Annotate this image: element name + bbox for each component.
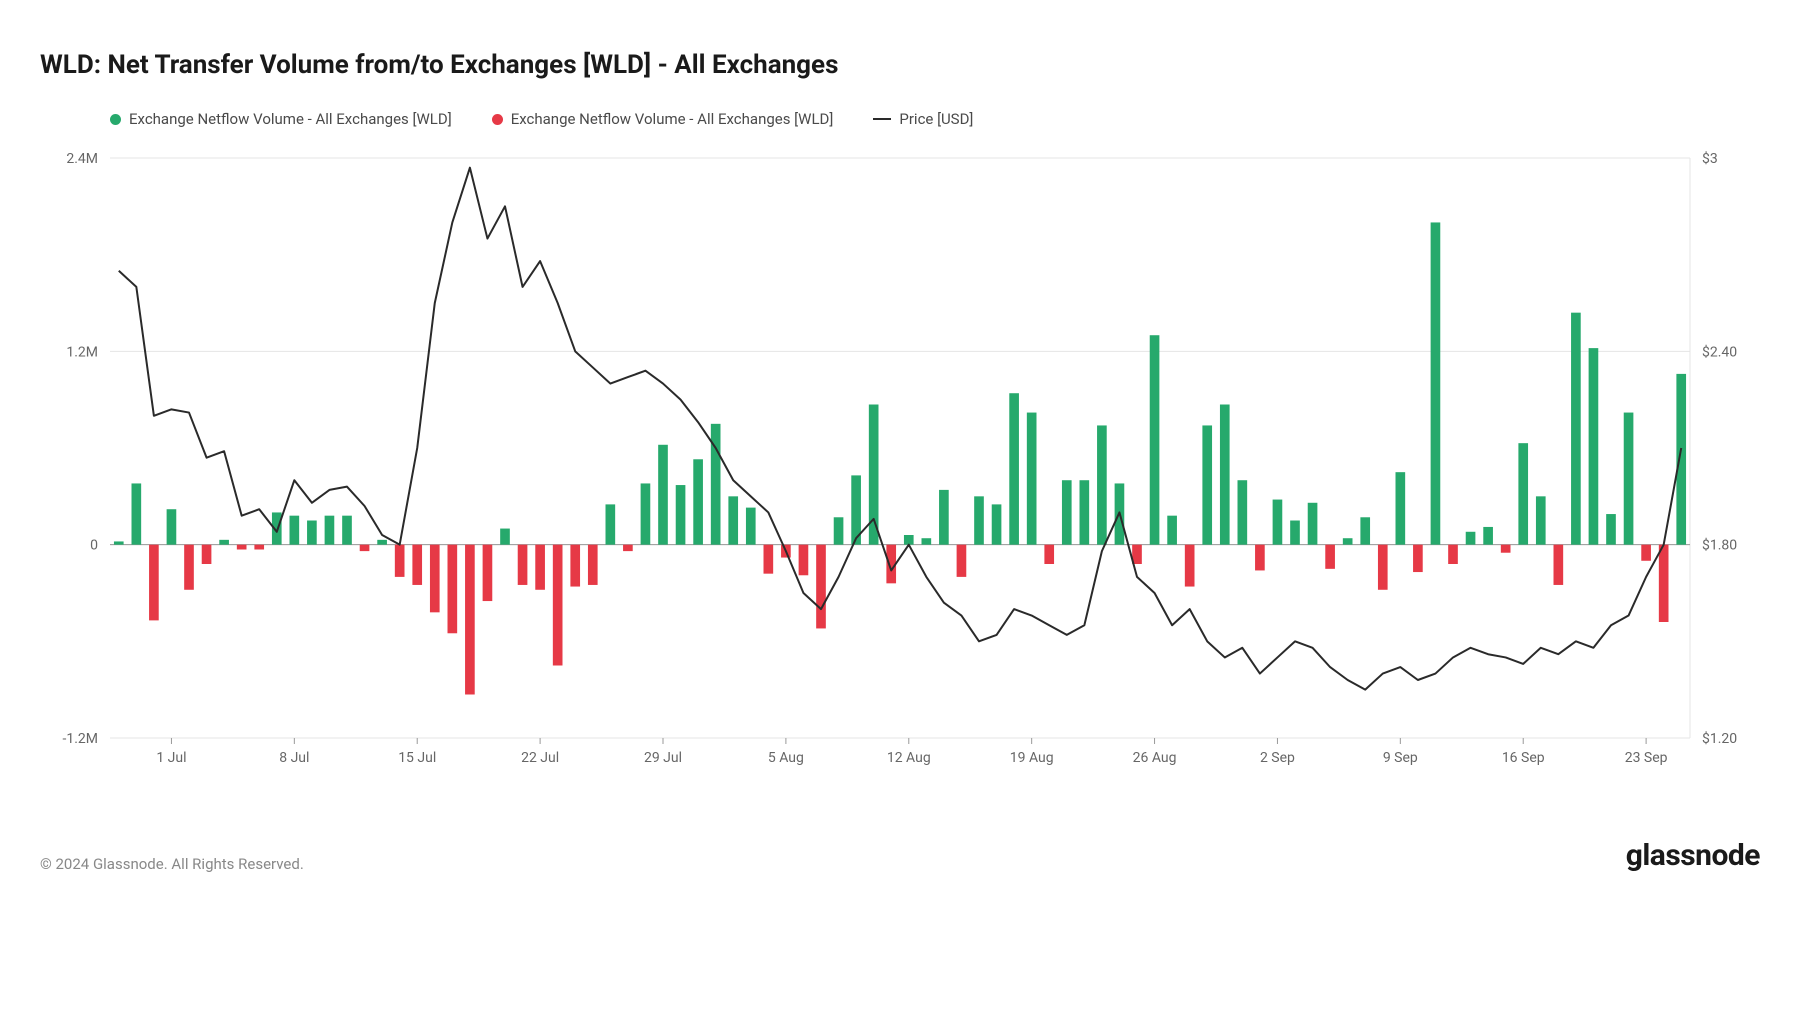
legend-label-1: Exchange Netflow Volume - All Exchanges … (129, 110, 452, 128)
svg-text:$1.80: $1.80 (1702, 537, 1737, 554)
svg-text:2.4M: 2.4M (66, 151, 98, 167)
legend-marker-red-icon (492, 114, 503, 125)
chart-plot-area: -1.2M 0 1.2M 2.4M $1.20 $1.80 $2.40 $3 1 Jul 8 Ju… (40, 148, 1760, 788)
legend-marker-green-icon (110, 114, 121, 125)
legend-label-3: Price [USD] (899, 110, 973, 128)
svg-text:29 Jul: 29 Jul (644, 750, 682, 766)
legend-label-2: Exchange Netflow Volume - All Exchanges … (511, 110, 834, 128)
svg-text:$1.20: $1.20 (1702, 730, 1737, 747)
svg-text:$3: $3 (1702, 150, 1718, 167)
svg-text:1.2M: 1.2M (66, 344, 98, 360)
legend-marker-line-icon (873, 118, 891, 120)
svg-text:12 Aug: 12 Aug (887, 750, 931, 766)
footer: © 2024 Glassnode. All Rights Reserved. g… (40, 838, 1760, 873)
chart-title: WLD: Net Transfer Volume from/to Exchang… (40, 50, 1760, 80)
svg-text:16 Sep: 16 Sep (1502, 750, 1545, 766)
brand-logo: glassnode (1626, 838, 1760, 873)
legend-item-negative: Exchange Netflow Volume - All Exchanges … (492, 110, 834, 128)
svg-text:$2.40: $2.40 (1702, 343, 1737, 360)
svg-text:1 Jul: 1 Jul (156, 750, 186, 766)
svg-text:0: 0 (90, 538, 98, 554)
svg-text:19 Aug: 19 Aug (1010, 750, 1054, 766)
chart-svg: -1.2M 0 1.2M 2.4M $1.20 $1.80 $2.40 $3 1 Jul 8 Ju… (40, 148, 1760, 788)
svg-text:9 Sep: 9 Sep (1383, 750, 1418, 766)
legend: Exchange Netflow Volume - All Exchanges … (40, 110, 1760, 128)
copyright-text: © 2024 Glassnode. All Rights Reserved. (40, 855, 304, 873)
svg-text:8 Jul: 8 Jul (279, 750, 309, 766)
legend-item-price: Price [USD] (873, 110, 973, 128)
legend-item-positive: Exchange Netflow Volume - All Exchanges … (110, 110, 452, 128)
svg-text:22 Jul: 22 Jul (521, 750, 559, 766)
svg-text:26 Aug: 26 Aug (1133, 750, 1177, 766)
svg-text:23 Sep: 23 Sep (1625, 750, 1668, 766)
svg-text:-1.2M: -1.2M (62, 731, 98, 747)
svg-text:5 Aug: 5 Aug (768, 750, 804, 766)
chart-container: WLD: Net Transfer Volume from/to Exchang… (0, 0, 1800, 1013)
svg-text:15 Jul: 15 Jul (398, 750, 436, 766)
svg-text:2 Sep: 2 Sep (1260, 750, 1295, 766)
